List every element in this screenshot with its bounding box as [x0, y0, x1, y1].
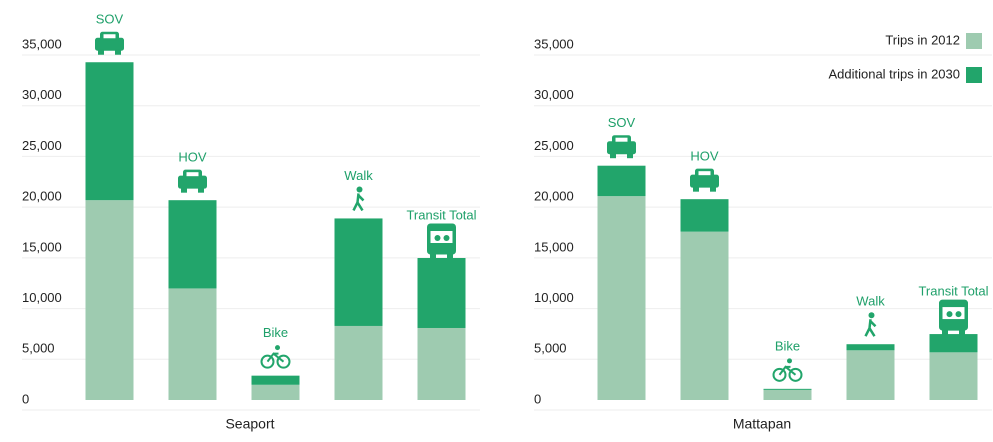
y-tick-label: 15,000: [534, 239, 574, 254]
category-label: Transit Total: [406, 207, 476, 222]
bar-segment: [763, 389, 812, 400]
bar-segment: [417, 327, 466, 400]
category-label: Bike: [263, 325, 288, 340]
bar-segment: [168, 288, 217, 400]
category-label: SOV: [608, 115, 636, 130]
icon-part: [864, 319, 877, 337]
icon-part: [942, 329, 948, 335]
x-axis-label: Seaport: [225, 416, 274, 432]
icon-part: [275, 345, 280, 351]
y-tick-label: 10,000: [22, 290, 62, 305]
y-tick-label: 30,000: [534, 87, 574, 102]
y-tick-label: 5,000: [22, 341, 55, 356]
bar-segment: [85, 62, 134, 201]
icon: [939, 299, 968, 335]
icon-part: [772, 367, 787, 382]
y-tick-label: 25,000: [534, 138, 574, 153]
y-tick-label: 0: [22, 391, 29, 406]
bar-segment: [334, 325, 383, 400]
icon-part: [443, 235, 450, 241]
icon-part: [356, 186, 363, 193]
icon-part: [181, 187, 187, 193]
y-tick-label: 0: [534, 391, 541, 406]
y-tick-label: 10,000: [534, 290, 574, 305]
icon: [772, 358, 803, 382]
legend-swatch: [966, 67, 982, 83]
icon-part: [434, 235, 441, 241]
icon-part: [98, 49, 104, 55]
category-label: Walk: [344, 168, 373, 183]
bar-segment: [929, 352, 978, 400]
icon-part: [710, 186, 716, 192]
bar-segment: [251, 375, 300, 385]
icon-part: [788, 367, 803, 382]
y-tick-label: 20,000: [22, 189, 62, 204]
bar-segment: [85, 200, 134, 400]
bar-segment: [929, 334, 978, 353]
legend-swatch: [966, 33, 982, 49]
icon-part: [115, 49, 121, 55]
y-tick-label: 20,000: [534, 189, 574, 204]
icon-part: [186, 172, 199, 177]
icon: [95, 31, 124, 55]
category-label: Bike: [775, 338, 800, 353]
icon-part: [946, 311, 953, 318]
icon-part: [787, 358, 792, 364]
icon-part: [447, 253, 453, 259]
icon: [864, 312, 877, 337]
icon: [352, 186, 365, 212]
bar-segment: [251, 384, 300, 400]
icon-part: [615, 137, 628, 142]
icon-part: [198, 187, 204, 193]
category-label: HOV: [690, 149, 719, 164]
bar-segment: [334, 218, 383, 326]
icon-part: [276, 354, 291, 369]
legend-label: Trips in 2012: [885, 32, 960, 47]
category-label: SOV: [96, 12, 124, 27]
icon-part: [778, 365, 797, 376]
icon-part: [693, 186, 699, 192]
bar-segment: [417, 258, 466, 328]
icon: [178, 169, 207, 193]
y-tick-label: 5,000: [534, 341, 567, 356]
bar-segment: [846, 350, 895, 400]
icon-part: [260, 354, 275, 369]
bar-segment: [763, 388, 812, 390]
icon-part: [627, 153, 633, 159]
icon-part: [959, 329, 965, 335]
y-tick-label: 15,000: [22, 239, 62, 254]
icon-part: [352, 193, 365, 212]
icon-part: [430, 253, 436, 259]
icon: [690, 168, 719, 192]
bar-segment: [680, 231, 729, 400]
icon: [260, 345, 291, 369]
category-label: HOV: [178, 150, 207, 165]
bar-segment: [597, 165, 646, 197]
icon-part: [868, 312, 875, 319]
category-label: Walk: [856, 294, 885, 309]
y-tick-label: 25,000: [22, 138, 62, 153]
bar-segment: [597, 196, 646, 400]
icon: [427, 223, 456, 259]
bar-segment: [168, 200, 217, 289]
y-tick-label: 35,000: [22, 36, 62, 51]
y-tick-label: 35,000: [534, 36, 574, 51]
icon-part: [266, 352, 285, 363]
icon-part: [103, 34, 116, 39]
legend-label: Additional trips in 2030: [828, 66, 960, 81]
icon: [607, 135, 636, 159]
category-label: Transit Total: [918, 284, 988, 299]
icon-part: [610, 153, 616, 159]
y-tick-label: 30,000: [22, 87, 62, 102]
bar-segment: [680, 199, 729, 232]
icon-part: [698, 171, 711, 176]
bar-segment: [846, 344, 895, 351]
x-axis-label: Mattapan: [733, 416, 791, 432]
icon-part: [955, 311, 962, 318]
